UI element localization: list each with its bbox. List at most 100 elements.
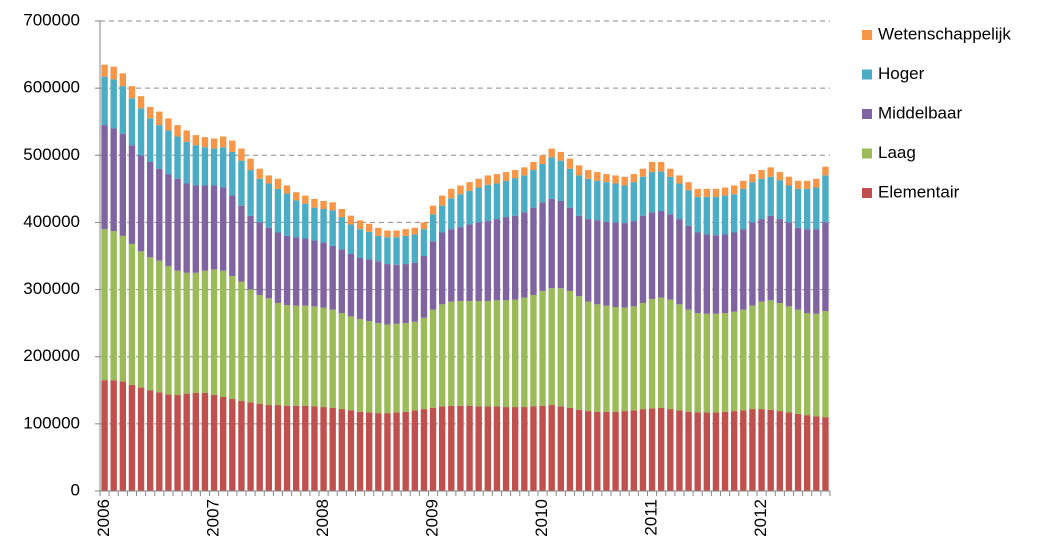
bar-segment <box>119 381 127 491</box>
bar-segment <box>749 222 756 306</box>
bar-segment <box>740 180 747 189</box>
bar-segment <box>648 408 656 491</box>
bar-segment <box>767 167 774 177</box>
bar-segment <box>137 108 145 156</box>
bar-segment <box>749 305 756 410</box>
legend-label: Wetenschappelijk <box>878 24 1011 43</box>
bar-segment <box>283 235 291 306</box>
bar-segment <box>265 227 273 299</box>
bar-segment <box>594 220 601 305</box>
bar-segment <box>767 300 774 410</box>
y-tick-label: 100000 <box>23 413 80 432</box>
y-tick-label: 200000 <box>23 346 80 365</box>
bar-segment <box>511 178 519 216</box>
bar-segment <box>484 300 492 407</box>
bar-segment <box>721 195 729 235</box>
bar-segment <box>813 416 820 491</box>
bar-segment <box>429 241 437 310</box>
bar-segment <box>575 165 583 176</box>
bar-segment <box>192 185 200 273</box>
bar-segment <box>292 237 300 306</box>
bar-segment <box>785 306 793 413</box>
bar-segment <box>502 172 510 181</box>
bar-segment <box>776 219 784 303</box>
bar-segment <box>356 319 364 412</box>
bar-segment <box>238 148 245 161</box>
bar-segment <box>174 394 181 491</box>
bar-segment <box>740 410 747 491</box>
bar-segment <box>128 145 136 244</box>
bar-segment <box>767 176 774 216</box>
bar-segment <box>466 190 473 225</box>
bar-segment <box>101 64 108 77</box>
bar-segment <box>813 229 820 314</box>
bar-segment <box>402 323 409 412</box>
bar-segment <box>603 305 610 412</box>
bar-segment <box>685 309 692 412</box>
bar-segment <box>511 215 519 300</box>
y-tick-label: 700000 <box>23 10 80 29</box>
bar-segment <box>466 405 473 491</box>
bar-segment <box>685 182 692 191</box>
bar-segment <box>347 410 355 491</box>
bar-segment <box>685 225 692 310</box>
y-tick-label: 0 <box>71 480 80 499</box>
bar-segment <box>156 125 163 169</box>
bar-segment <box>365 321 373 413</box>
bar-segment <box>393 237 400 265</box>
bar-segment <box>119 73 127 87</box>
bar-segment <box>621 223 628 308</box>
bar-segment <box>229 195 236 277</box>
bar-segment <box>365 259 373 322</box>
bar-segment <box>466 300 473 406</box>
bar-segment <box>639 215 647 303</box>
bar-segment <box>813 178 820 188</box>
bar-segment <box>466 182 473 191</box>
bar-segment <box>137 251 145 388</box>
bar-segment <box>557 160 565 201</box>
bar-segment <box>156 111 163 126</box>
bar-segment <box>429 214 437 242</box>
bar-segment <box>603 411 610 491</box>
bar-segment <box>557 151 565 161</box>
bar-segment <box>274 232 282 303</box>
bar-segment <box>502 407 510 491</box>
bar-segment <box>384 264 391 325</box>
bar-segment <box>630 182 638 222</box>
bar-segment <box>621 307 628 412</box>
bar-segment <box>283 185 291 194</box>
bar-segment <box>566 207 574 291</box>
bar-segment <box>712 235 720 314</box>
bar-segment <box>219 136 227 148</box>
bar-segment <box>776 303 784 412</box>
bar-segment <box>493 219 501 301</box>
bar-segment <box>302 238 309 306</box>
x-tick-label: 2011 <box>642 499 661 536</box>
bar-segment <box>621 176 628 186</box>
bar-segment <box>292 200 300 238</box>
bar-segment <box>338 209 346 218</box>
bar-segment <box>594 172 601 181</box>
bar-segment <box>667 168 674 177</box>
bar-segment <box>603 221 610 306</box>
bar-segment <box>292 405 300 491</box>
bar-segment <box>210 148 218 186</box>
x-tick-label: 2010 <box>532 499 551 537</box>
bar-segment <box>192 145 200 186</box>
x-tick-label: 2007 <box>204 499 223 537</box>
bar-segment <box>356 411 364 491</box>
bar-segment <box>402 264 409 324</box>
bar-segment <box>712 313 720 413</box>
bar-segment <box>146 257 154 391</box>
bar-segment <box>584 301 592 412</box>
bar-segment <box>612 175 619 184</box>
bar-segment <box>438 232 446 305</box>
bar-segment <box>493 183 501 220</box>
bar-segment <box>365 231 373 260</box>
bar-segment <box>119 133 127 236</box>
bar-segment <box>594 180 601 221</box>
bar-segment <box>156 260 163 393</box>
bar-segment <box>521 212 528 298</box>
bar-segment <box>347 224 355 254</box>
